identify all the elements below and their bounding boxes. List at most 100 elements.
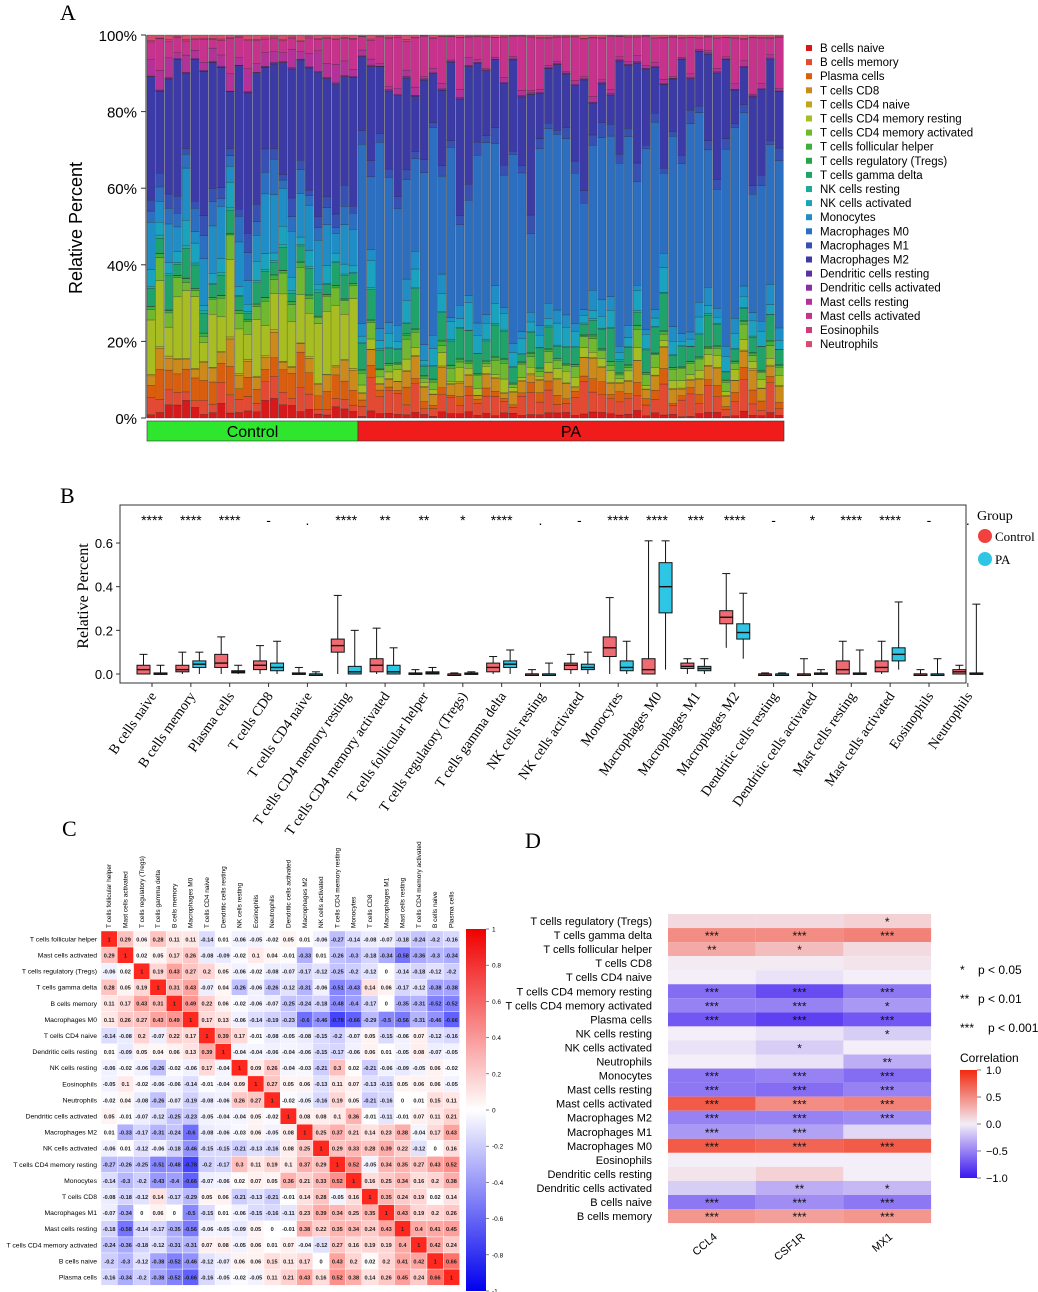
legend-swatch [806,101,812,108]
box-control [874,660,889,673]
column-label: Monocytes [351,896,358,928]
bar-segment [269,293,279,330]
cell-value: -0.02 [249,969,262,975]
bar-segment [766,345,775,359]
bar-segment [695,357,704,360]
cell-value: 0.26 [120,1018,131,1024]
bar-segment [437,345,447,353]
cell-value: -0.07 [347,1034,360,1040]
significance-mark: ** [418,512,429,528]
cell-value: 0.11 [104,1002,115,1008]
bar-segment [721,34,731,38]
bar-segment [641,36,651,66]
bar-segment [464,361,473,364]
bar-segment [411,86,420,96]
cell-value: -0.12 [429,1034,442,1040]
y-axis: 0.00.20.40.6 [95,536,120,682]
cell-value: -0.09 [233,1227,246,1233]
bar-segment [375,66,385,134]
bar-segment [508,366,518,368]
cell-stars: *** [793,1112,807,1126]
bar-segment [730,123,740,128]
bar-segment [375,368,385,370]
bar-segment [579,322,589,325]
bar-segment [606,124,615,137]
bar-segment [526,214,536,234]
bar-segment [287,216,296,232]
bar-segment [208,62,217,189]
cell-value: 0.33 [316,1179,327,1185]
bar-segment [659,79,669,84]
bar-segment [375,369,385,378]
cell-value: 0.39 [218,1034,229,1040]
bar-segment [402,323,411,334]
heatmap-cell [755,1209,844,1224]
cell-value: -0.56 [396,1018,409,1024]
bar-segment [313,316,323,324]
bar-segment [366,322,376,340]
bar-segment [668,131,678,137]
bar-segment [748,96,757,186]
bar-segment [243,68,253,92]
legend-title: Group [977,509,1013,524]
bar-segment [226,412,235,419]
colorbar-tick-label: -0.6 [492,1216,504,1223]
cell-value: 0.16 [365,1179,376,1185]
bar-segment [544,351,553,363]
bar-segment [615,401,624,416]
bar-segment [757,410,766,416]
heatmap-cell [755,1040,844,1055]
cell-value: 0.37 [332,1130,343,1136]
bar-segment [615,359,624,362]
bar-segment [544,380,553,391]
significance-mark: **** [879,512,901,528]
bar-segment [296,34,305,41]
bar-segment [393,208,402,326]
bar-segment [164,78,173,195]
legend-swatch [806,312,812,319]
bar-segment [473,62,482,143]
legend-label: NK cells activated [820,198,911,210]
cell-value: -0.05 [412,1066,425,1072]
cell-value: 0.43 [430,1163,441,1169]
bar-segment [641,34,651,36]
cell-value: 0.11 [185,937,196,943]
bar-segment [712,348,722,356]
bar-segment [261,297,270,302]
cell-value: 1 [238,1066,241,1072]
cell-value: -0.05 [249,1275,262,1281]
cell-value: -0.02 [168,1066,181,1072]
bar-segment [199,400,209,415]
bar-segment [428,348,438,366]
cell-value: -0.06 [315,986,328,992]
cell-value: -0.07 [217,1259,230,1265]
row-label: Mast cells activated [38,952,98,959]
colorbar-tick-label: 0.4 [492,1035,501,1042]
bar-segment [357,370,367,374]
cell-value: -0.14 [347,937,361,943]
bar-segment [757,400,766,411]
bar-segment [437,387,447,395]
bar-segment [278,40,288,53]
bar-segment [252,235,261,262]
bar-segment [721,371,731,381]
bar-segment [190,368,200,370]
row-label: Mast cells activated [556,1099,652,1111]
cell-value: 0.29 [332,1147,343,1153]
bar-segment [686,331,695,340]
bar-segment [155,38,165,71]
cell-value: 0.02 [365,1259,376,1265]
bar-segment [624,398,633,415]
cell-value: -0.12 [315,1243,328,1249]
bar-segment [712,346,722,349]
box-control [175,664,190,673]
bar-segment [695,106,704,113]
bar-segment [615,374,624,379]
cell-value: 1 [303,1130,306,1136]
cell-value: -0.66 [445,1018,458,1024]
bar-segment [597,327,607,330]
cell-value: -0.18 [103,1227,116,1233]
bar-segment [446,381,456,384]
bar-segment [544,326,553,349]
bar-segment [597,350,607,359]
